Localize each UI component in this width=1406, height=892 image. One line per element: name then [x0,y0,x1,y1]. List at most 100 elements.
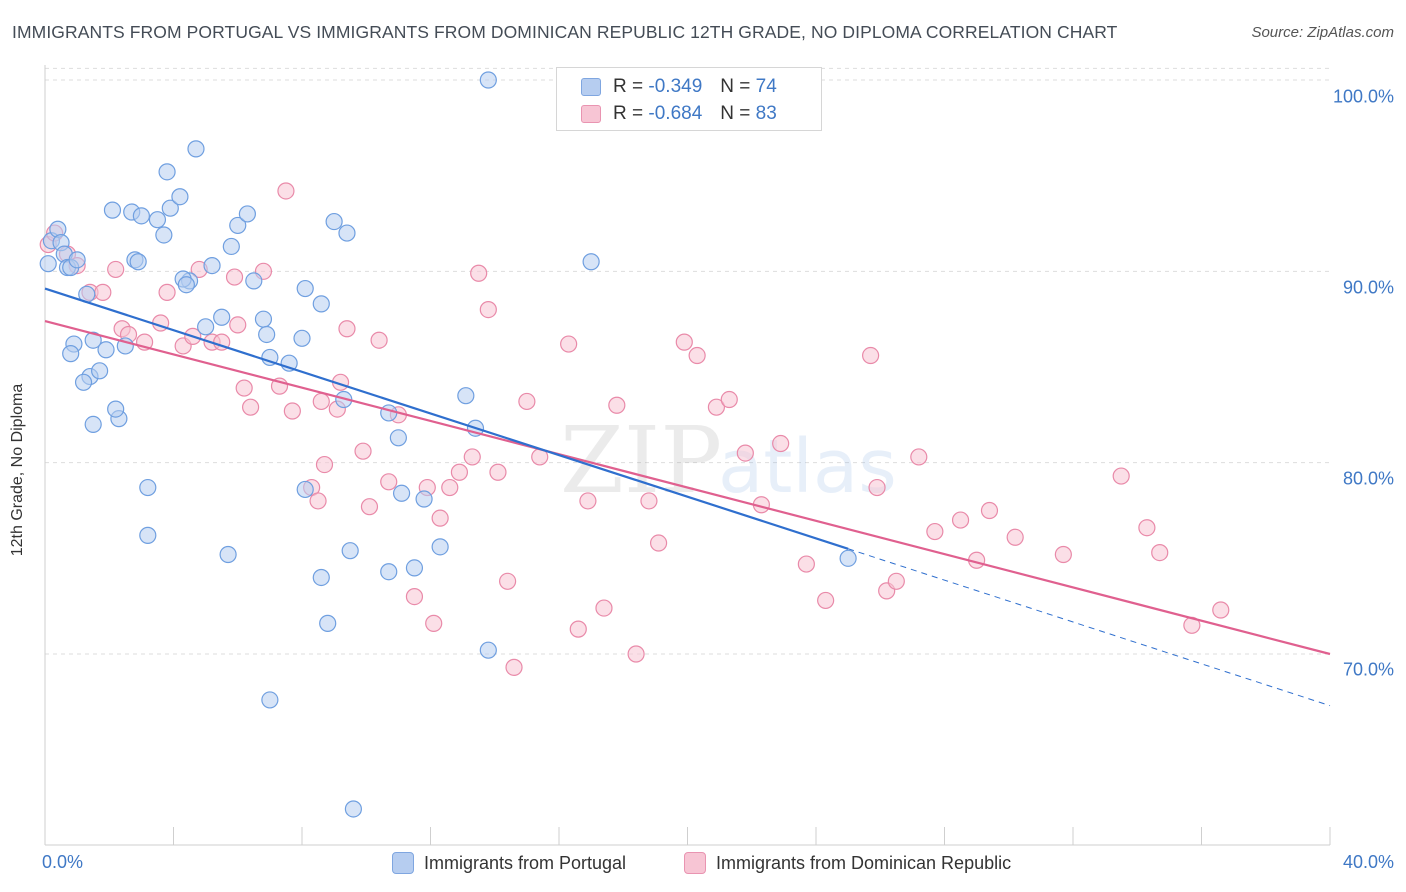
portugal-point [245,272,263,290]
legend-swatch-blue [581,78,601,96]
portugal-point [479,641,497,659]
legend-row-dominican: R = -0.684 N = 83 [581,103,777,125]
portugal-point [68,251,86,269]
portugal-point [213,308,231,326]
dominican-point [720,390,738,409]
dominican-point [595,599,613,617]
portugal-point [84,331,102,349]
dominican-point [579,492,597,510]
legend-n-label: N = [720,76,751,97]
dominican-point [951,511,970,529]
dominican-point [107,260,125,279]
dominican-point [158,283,176,301]
portugal-point [155,226,173,244]
portugal-point [457,387,475,405]
dominican-point [640,492,658,510]
stats-legend: R = -0.349 N = 74 R = -0.684 N = 83 [556,67,822,131]
portugal-point [161,199,179,217]
dominican-point [569,620,587,638]
dominican-trend-line [44,320,1331,656]
legend-swatch-pink [684,852,706,874]
axes [44,65,1331,846]
portugal-point [392,484,411,502]
series-portugal-points [39,71,857,818]
dominican-point [479,301,497,319]
portugal-point [431,538,449,556]
portugal-point [107,400,125,418]
y-tick-label: 80.0% [1342,468,1394,489]
portugal-point [132,207,150,225]
x-tick-label: 0.0% [42,852,84,872]
dominican-point [450,463,469,481]
dominican-point [505,658,523,676]
portugal-point [479,71,497,89]
dominican-point [675,333,693,351]
dominican-point [1138,519,1156,537]
dominican-point [707,398,726,416]
portugal-point [325,212,343,231]
portugal-point [158,163,176,181]
legend-row-portugal: R = -0.349 N = 74 [581,76,777,98]
legend-swatch-pink [581,105,601,123]
dominican-point [370,331,388,349]
dominican-point [1151,543,1169,562]
grid-lines [45,67,1330,655]
dominican-point [910,448,928,466]
dominican-point [772,434,790,453]
portugal-point [296,480,314,499]
portugal-point [341,542,359,560]
portugal-point [238,205,256,223]
dominican-point [309,492,327,510]
dominican-point [405,587,424,606]
y-tick-label: 100.0% [1332,86,1394,107]
portugal-point [261,348,279,367]
x-tick-label: 40.0% [1342,852,1394,872]
trend-lines [44,287,1331,707]
dominican-point [94,283,112,301]
dominican-point [688,346,706,365]
dominican-point [312,392,330,411]
chart-title: IMMIGRANTS FROM PORTUGAL VS IMMIGRANTS F… [12,22,1118,42]
dominican-point [425,614,443,632]
portugal-point [296,279,314,298]
legend-n-value: 83 [755,103,777,124]
portugal-point [148,211,167,229]
y-tick-label: 90.0% [1342,277,1394,298]
portugal-point [139,526,157,544]
portugal-point [582,253,600,271]
portugal-point [344,800,362,818]
y-tick-label: 70.0% [1342,659,1394,680]
dominican-point [649,534,668,552]
legend-series-name: Immigrants from Dominican Republic [716,852,1012,873]
dominican-point [560,335,578,353]
portugal-point [338,224,356,242]
bottom-legend-portugal: Immigrants from Portugal [392,852,626,874]
portugal-point [177,276,195,294]
portugal-point [293,329,311,347]
portugal-point [405,559,424,577]
portugal-point [389,429,407,447]
dominican-point [315,455,334,474]
portugal-point [97,341,115,359]
portugal-point [103,201,122,219]
bottom-legend-dominican: Immigrants from Dominican Republic [684,852,1011,874]
dominican-point [1054,545,1072,564]
dominican-point [817,591,835,610]
dominican-point [887,572,905,590]
dominican-point [470,264,488,282]
dominican-point [277,182,295,200]
portugal-point [197,318,215,336]
dominican-point [489,463,507,481]
portugal-point [415,490,433,508]
dominican-point [380,473,398,491]
dominican-point [360,498,379,516]
legend-r-label: R = [613,103,644,124]
dominican-point [1006,528,1024,546]
series-dominican-points [39,182,1230,676]
portugal-point [839,549,857,567]
portugal-point [74,373,93,391]
dominican-point [283,402,301,420]
y-axis-label: 12th Grade, No Diploma [9,383,26,557]
dominican-point [338,320,356,338]
portugal-point [171,188,189,206]
